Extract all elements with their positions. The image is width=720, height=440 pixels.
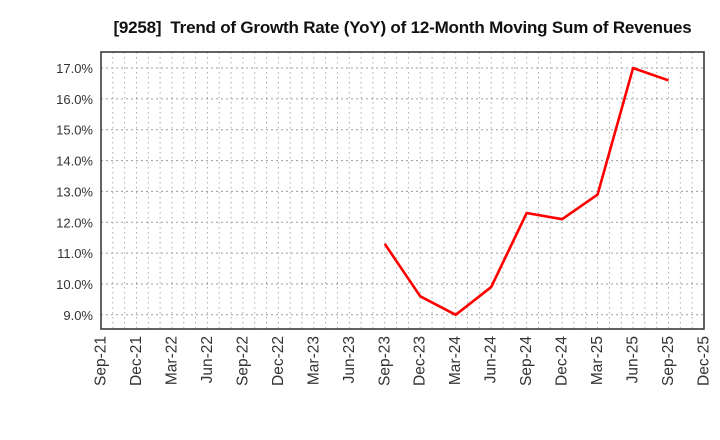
x-tick-label: Dec-25 (696, 336, 713, 386)
x-tick-label: Jun-23 (341, 336, 358, 383)
y-tick-label: 16.0% (56, 92, 93, 107)
y-tick-label: 11.0% (57, 246, 93, 261)
x-tick-label: Sep-25 (660, 336, 677, 386)
x-tick-label: Mar-24 (447, 336, 464, 385)
y-tick-label: 14.0% (56, 154, 93, 169)
chart-title: [9258] Trend of Growth Rate (YoY) of 12-… (113, 18, 692, 37)
y-tick-label: 17.0% (56, 61, 93, 76)
y-tick-label: 12.0% (56, 215, 93, 230)
y-tick-label: 13.0% (56, 184, 93, 199)
x-tick-label: Mar-23 (305, 336, 322, 385)
x-tick-label: Sep-23 (376, 336, 393, 386)
y-tick-label: 9.0% (63, 308, 93, 323)
x-tick-label: Dec-23 (412, 336, 429, 386)
revenue-growth-line (383, 66, 669, 317)
x-tick-label: Sep-24 (518, 336, 535, 386)
x-tick-label: Sep-22 (234, 336, 251, 386)
x-tick-label: Dec-21 (128, 336, 145, 386)
y-tick-label: 15.0% (56, 123, 93, 138)
x-tick-label: Dec-24 (554, 336, 571, 386)
x-tick-label: Mar-22 (163, 336, 180, 385)
x-tick-label: Dec-22 (270, 336, 287, 386)
x-tick-label: Jun-25 (625, 336, 642, 383)
x-tick-label: Jun-24 (483, 336, 500, 384)
x-tick-label: Mar-25 (589, 336, 606, 385)
y-tick-label: 10.0% (56, 277, 93, 292)
x-tick-label: Jun-22 (199, 336, 216, 383)
x-tick-label: Sep-21 (93, 336, 110, 386)
plot-border (100, 51, 705, 330)
